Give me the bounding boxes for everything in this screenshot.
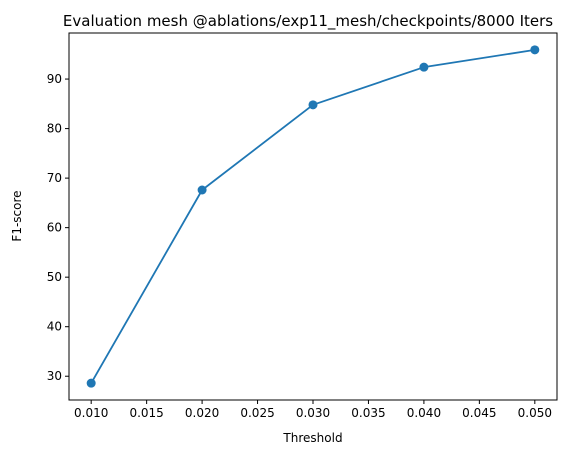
x-tick-label: 0.050 <box>518 406 552 420</box>
data-point <box>198 186 207 195</box>
x-tick-label: 0.030 <box>296 406 330 420</box>
y-tick-label: 70 <box>47 171 62 185</box>
x-tick-label: 0.045 <box>462 406 496 420</box>
x-tick-label: 0.020 <box>185 406 219 420</box>
x-axis-label: Threshold <box>282 431 342 445</box>
y-axis-label: F1-score <box>10 190 24 241</box>
y-tick-label: 30 <box>47 369 62 383</box>
y-tick-label: 60 <box>47 221 62 235</box>
data-point <box>530 45 539 54</box>
x-tick-label: 0.035 <box>351 406 385 420</box>
x-tick-label: 0.015 <box>129 406 163 420</box>
chart-title: Evaluation mesh @ablations/exp11_mesh/ch… <box>63 12 553 31</box>
data-point <box>309 100 318 109</box>
x-tick-label: 0.010 <box>74 406 108 420</box>
y-tick-label: 90 <box>47 72 62 86</box>
x-tick-label: 0.040 <box>407 406 441 420</box>
data-point <box>87 379 96 388</box>
y-tick-label: 80 <box>47 122 62 136</box>
y-tick-label: 50 <box>47 270 62 284</box>
x-tick-label: 0.025 <box>240 406 274 420</box>
data-point <box>419 63 428 72</box>
y-tick-label: 40 <box>47 320 62 334</box>
